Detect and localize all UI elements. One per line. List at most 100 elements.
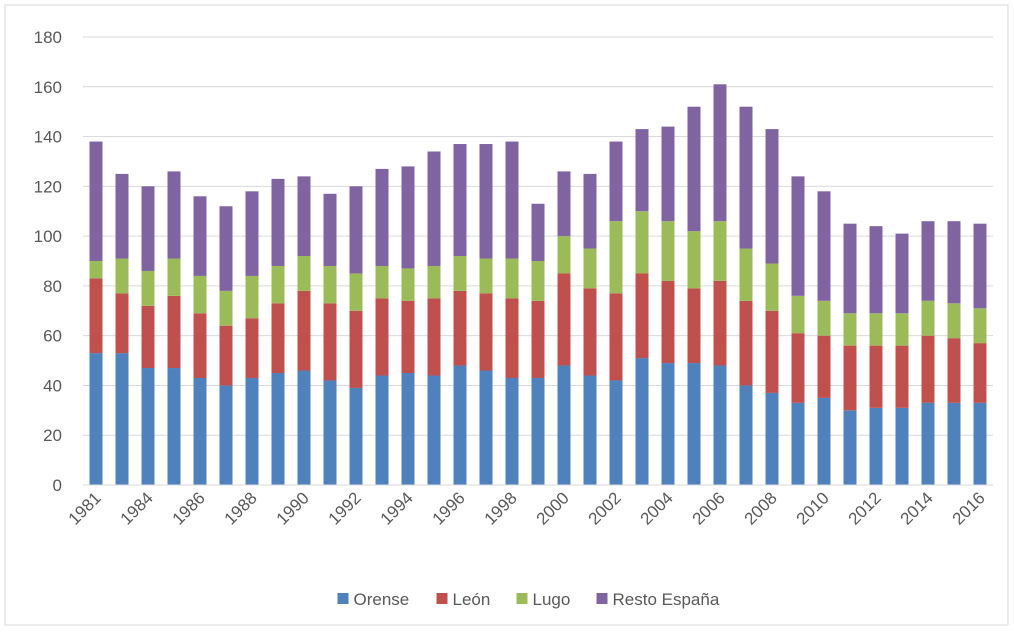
- bar-segment: [895, 345, 909, 408]
- bar-segment: [635, 273, 649, 359]
- bar-segment: [297, 176, 311, 257]
- bar-segment: [167, 295, 181, 369]
- bar-segment: [765, 129, 779, 264]
- bar-segment: [453, 256, 467, 291]
- bar-segment: [167, 258, 181, 296]
- bar-segment: [401, 166, 415, 269]
- bar-segment: [375, 265, 389, 299]
- bar-segment: [895, 407, 909, 485]
- bar-segment: [687, 363, 701, 485]
- bar-segment: [713, 365, 727, 485]
- legend-swatch: [436, 593, 448, 604]
- bar-segment: [115, 353, 129, 485]
- bar-segment: [791, 402, 805, 485]
- bar-segment: [167, 368, 181, 485]
- bar-segment: [193, 275, 207, 314]
- bar-segment: [843, 345, 857, 411]
- bar-segment: [817, 335, 831, 398]
- bar-segment: [609, 380, 623, 485]
- bar-segment: [895, 233, 909, 314]
- y-tick-label: 100: [34, 227, 62, 246]
- bar-segment: [531, 261, 545, 301]
- bar-segment: [843, 223, 857, 314]
- bar-segment: [193, 377, 207, 485]
- bar-segment: [349, 387, 363, 485]
- bar-segment: [791, 295, 805, 334]
- legend-label: Resto España: [613, 590, 720, 609]
- bar-segment: [661, 363, 675, 485]
- bar-segment: [843, 313, 857, 346]
- bar-segment: [609, 141, 623, 222]
- bar-segment: [869, 226, 883, 314]
- bar-segment: [141, 270, 155, 306]
- bar-segment: [921, 402, 935, 485]
- bar-segment: [375, 298, 389, 376]
- bar-segment: [687, 106, 701, 232]
- bar-segment: [739, 300, 753, 386]
- y-tick-label: 120: [34, 177, 62, 196]
- bar-segment: [921, 300, 935, 336]
- bar-segment: [817, 300, 831, 336]
- bar-segment: [427, 298, 441, 376]
- bar-segment: [141, 305, 155, 369]
- bar-segment: [713, 84, 727, 222]
- y-tick-label: 60: [43, 327, 62, 346]
- bar-segment: [973, 343, 987, 403]
- bar-segment: [583, 288, 597, 376]
- bar-segment: [219, 290, 233, 326]
- bar-segment: [323, 380, 337, 485]
- bar-segment: [739, 106, 753, 249]
- bar-segment: [89, 278, 103, 354]
- bar-segment: [479, 258, 493, 294]
- bar-segment: [297, 290, 311, 371]
- bar-segment: [401, 300, 415, 373]
- bar-segment: [583, 173, 597, 249]
- bar-segment: [791, 333, 805, 403]
- bar-segment: [817, 397, 831, 485]
- y-tick-label: 80: [43, 277, 62, 296]
- bar-segment: [349, 186, 363, 274]
- bar-segment: [375, 375, 389, 485]
- bar-segment: [947, 338, 961, 403]
- bar-segment: [557, 171, 571, 237]
- bar-segment: [271, 178, 285, 266]
- bar-segment: [531, 377, 545, 485]
- y-tick-label: 140: [34, 128, 62, 147]
- bar-segment: [349, 310, 363, 388]
- bar-segment: [947, 303, 961, 339]
- bar-segment: [427, 375, 441, 485]
- bar-segment: [141, 368, 155, 485]
- bar-segment: [973, 402, 987, 485]
- bar-segment: [115, 293, 129, 354]
- y-tick-label: 40: [43, 376, 62, 395]
- bar-segment: [479, 293, 493, 371]
- y-tick-label: 0: [53, 476, 62, 495]
- legend-swatch: [596, 593, 608, 604]
- bar-segment: [245, 318, 259, 378]
- bar-segment: [349, 273, 363, 311]
- bar-segment: [219, 325, 233, 386]
- bar-segment: [765, 310, 779, 393]
- bar-segment: [739, 385, 753, 485]
- y-tick-label: 160: [34, 78, 62, 97]
- bar-segment: [505, 258, 519, 299]
- bar-segment: [557, 365, 571, 485]
- bar-segment: [635, 358, 649, 485]
- bar-segment: [635, 211, 649, 274]
- bar-segment: [505, 377, 519, 485]
- bar-segment: [245, 377, 259, 485]
- bar-segment: [973, 223, 987, 309]
- bar-segment: [661, 221, 675, 281]
- bar-segment: [297, 370, 311, 485]
- bar-segment: [713, 221, 727, 281]
- bar-segment: [921, 221, 935, 301]
- bar-segment: [869, 407, 883, 485]
- bar-segment: [765, 392, 779, 485]
- bar-segment: [453, 365, 467, 485]
- bar-segment: [401, 268, 415, 301]
- legend-swatch: [516, 593, 528, 604]
- bar-segment: [583, 375, 597, 485]
- bar-segment: [557, 236, 571, 274]
- bar-segment: [661, 280, 675, 364]
